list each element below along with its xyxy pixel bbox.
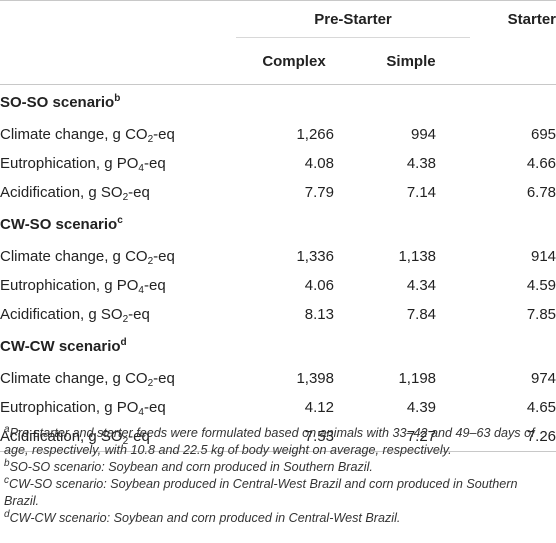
table-row: Acidification, g SO2-eq 7.53 7.27 7.26 [0, 422, 556, 452]
row-label: Climate change, g CO2-eq [0, 370, 175, 389]
row-label: Climate change, g CO2-eq [0, 248, 175, 267]
table-row: Eutrophication, g PO4-eq 4.06 4.34 4.59 [0, 271, 556, 300]
cell-simple: 1,138 [398, 248, 437, 265]
section-title: CW-CW scenariod [0, 337, 127, 356]
footnote-a: aPre-starter and starter feeds were form… [4, 423, 535, 457]
cell-starter: 7.85 [526, 306, 556, 323]
header-row-columns: Complex Simple [0, 38, 556, 85]
cell-starter: 7.26 [526, 428, 556, 445]
header-complex: Complex [262, 52, 326, 70]
cell-simple: 1,198 [398, 370, 437, 387]
table-row: Acidification, g SO2-eq 7.79 7.14 6.78 [0, 178, 556, 207]
table-row: Eutrophication, g PO4-eq 4.08 4.38 4.66 [0, 149, 556, 178]
cell-simple: 7.27 [406, 428, 437, 445]
header-simple: Simple [386, 52, 436, 70]
section-title: CW-SO scenarioc [0, 215, 123, 234]
table-body: SO-SO scenariob Climate change, g CO2-eq… [0, 85, 556, 452]
row-label: Climate change, g CO2-eq [0, 126, 175, 145]
header-starter: Starter [507, 10, 556, 28]
cell-complex: 4.12 [304, 399, 334, 416]
cell-simple: 7.14 [406, 184, 437, 201]
footnote-d: dCW-CW scenario: Soybean and corn produc… [4, 508, 401, 525]
header-pre-starter: Pre-Starter [236, 0, 471, 38]
section-title: SO-SO scenariob [0, 93, 121, 112]
cell-starter: 974 [530, 370, 556, 387]
cell-complex: 1,266 [296, 126, 334, 143]
cell-simple: 4.39 [406, 399, 437, 416]
section-row-cw-cw: CW-CW scenariod [0, 329, 556, 364]
cell-complex: 1,398 [296, 370, 334, 387]
cell-complex: 7.79 [304, 184, 334, 201]
cell-simple: 4.38 [406, 155, 437, 172]
cell-complex: 7.53 [304, 428, 334, 445]
section-row-cw-so: CW-SO scenarioc [0, 207, 556, 242]
row-label: Eutrophication, g PO4-eq [0, 399, 166, 418]
cell-complex: 1,336 [296, 248, 334, 265]
cell-simple: 4.34 [406, 277, 437, 294]
header-blank [0, 1, 236, 38]
cell-complex: 4.06 [304, 277, 334, 294]
row-label: Acidification, g SO2-eq [0, 306, 150, 325]
cell-simple: 994 [410, 126, 437, 143]
header-blank-3 [470, 38, 556, 85]
table-row: Climate change, g CO2-eq 1,398 1,198 974 [0, 364, 556, 393]
footnote-c: cCW-SO scenario: Soybean produced in Cen… [4, 474, 518, 508]
section-row-so-so: SO-SO scenariob [0, 85, 556, 121]
header-blank-2 [0, 38, 236, 85]
cell-starter: 4.66 [526, 155, 556, 172]
cell-starter: 914 [530, 248, 556, 265]
cell-starter: 695 [530, 126, 556, 143]
table-row: Climate change, g CO2-eq 1,266 994 695 [0, 120, 556, 149]
lca-results-table: Pre-Starter Starter Complex Simple SO-SO… [0, 0, 556, 452]
table-row: Eutrophication, g PO4-eq 4.12 4.39 4.65 [0, 393, 556, 422]
row-label: Eutrophication, g PO4-eq [0, 155, 166, 174]
cell-complex: 8.13 [304, 306, 334, 323]
table-row: Climate change, g CO2-eq 1,336 1,138 914 [0, 242, 556, 271]
cell-starter: 6.78 [526, 184, 556, 201]
row-label: Eutrophication, g PO4-eq [0, 277, 166, 296]
row-label: Acidification, g SO2-eq [0, 428, 150, 447]
cell-starter: 4.65 [526, 399, 556, 416]
cell-simple: 7.84 [406, 306, 437, 323]
footnote-b: bSO-SO scenario: Soybean and corn produc… [4, 457, 373, 474]
table-row: Acidification, g SO2-eq 8.13 7.84 7.85 [0, 300, 556, 329]
header-row-groups: Pre-Starter Starter [0, 0, 556, 38]
cell-complex: 4.08 [304, 155, 334, 172]
table-footnotes: aPre-starter and starter feeds were form… [4, 421, 552, 527]
row-label: Acidification, g SO2-eq [0, 184, 150, 203]
cell-starter: 4.59 [526, 277, 556, 294]
